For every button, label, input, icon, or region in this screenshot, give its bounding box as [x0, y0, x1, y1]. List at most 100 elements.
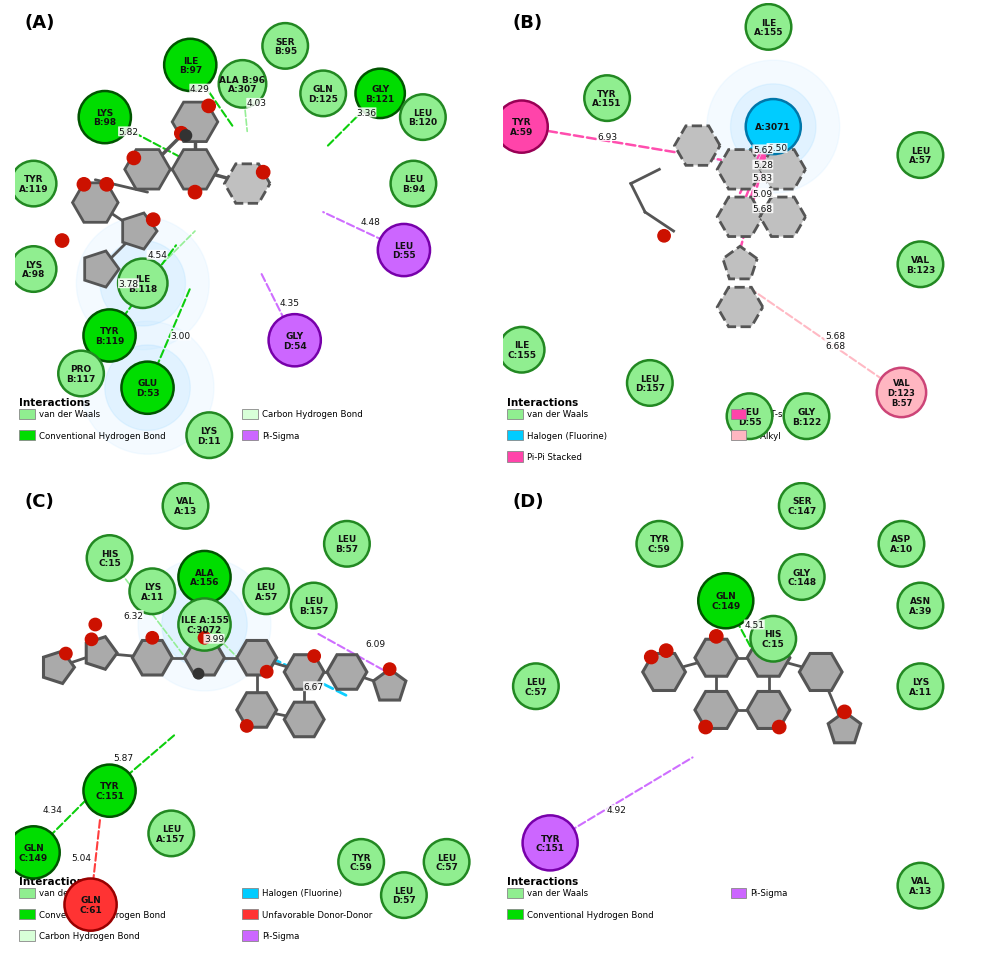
FancyBboxPatch shape — [242, 930, 258, 941]
Circle shape — [727, 394, 773, 439]
Text: 5.68
6.68: 5.68 6.68 — [825, 332, 845, 351]
FancyBboxPatch shape — [20, 409, 35, 420]
Circle shape — [59, 352, 104, 397]
Polygon shape — [237, 693, 277, 727]
Text: 4.54: 4.54 — [147, 251, 167, 260]
Polygon shape — [717, 198, 763, 237]
Text: TYR
A:59: TYR A:59 — [510, 118, 534, 136]
Circle shape — [56, 234, 68, 248]
Circle shape — [301, 71, 346, 117]
Polygon shape — [173, 151, 218, 190]
Text: ILE
B:97: ILE B:97 — [179, 57, 202, 75]
Text: Pi-Pi T-shaped: Pi-Pi T-shaped — [751, 410, 810, 419]
Text: Conventional Hydrogen Bond: Conventional Hydrogen Bond — [40, 431, 166, 440]
Text: LEU
C:57: LEU C:57 — [525, 678, 548, 696]
Text: HIS
C:15: HIS C:15 — [762, 629, 785, 649]
Text: GLN
C:61: GLN C:61 — [79, 896, 102, 914]
Circle shape — [243, 569, 289, 614]
Circle shape — [384, 663, 396, 676]
Circle shape — [11, 161, 57, 208]
Circle shape — [898, 242, 943, 287]
Polygon shape — [643, 653, 685, 691]
Polygon shape — [373, 670, 406, 701]
Text: SER
B:95: SER B:95 — [274, 37, 297, 56]
Text: 6.50: 6.50 — [767, 144, 787, 154]
Polygon shape — [123, 213, 157, 250]
Text: Unfavorable Donor-Donor: Unfavorable Donor-Donor — [263, 910, 373, 919]
Circle shape — [898, 863, 943, 908]
Circle shape — [898, 583, 943, 628]
Text: TYR
B:119: TYR B:119 — [95, 327, 124, 346]
Circle shape — [308, 651, 320, 662]
Circle shape — [378, 225, 430, 277]
Text: GLY
B:122: GLY B:122 — [792, 407, 821, 426]
Polygon shape — [717, 151, 763, 190]
Text: VAL
A:13: VAL A:13 — [174, 497, 197, 516]
Circle shape — [175, 128, 187, 140]
Text: 5.62: 5.62 — [753, 146, 773, 155]
Text: LYS
A:11: LYS A:11 — [909, 678, 932, 696]
Text: ASP
A:10: ASP A:10 — [890, 535, 913, 554]
Text: Pi-Sigma: Pi-Sigma — [263, 431, 300, 440]
Circle shape — [381, 873, 427, 918]
Circle shape — [127, 152, 141, 165]
Text: 5.09: 5.09 — [753, 189, 773, 198]
Circle shape — [499, 328, 545, 373]
Text: TYR
C:59: TYR C:59 — [350, 852, 373, 872]
Text: LYS
D:11: LYS D:11 — [197, 427, 221, 445]
Text: LEU
D:55: LEU D:55 — [738, 407, 761, 426]
Polygon shape — [237, 641, 277, 676]
Circle shape — [584, 76, 630, 122]
Text: 4.92: 4.92 — [607, 805, 627, 814]
Text: LEU
B:57: LEU B:57 — [335, 535, 358, 554]
Text: ILE
A:155: ILE A:155 — [754, 18, 784, 37]
Circle shape — [898, 664, 943, 709]
Circle shape — [291, 583, 336, 628]
Circle shape — [658, 231, 671, 243]
Text: Conventional Hydrogen Bond: Conventional Hydrogen Bond — [40, 910, 166, 919]
Text: VAL
B:123: VAL B:123 — [906, 256, 935, 274]
Circle shape — [100, 241, 186, 327]
Text: VAL
D:123
B:57: VAL D:123 B:57 — [888, 379, 916, 407]
Circle shape — [241, 720, 253, 732]
Text: GLU
D:53: GLU D:53 — [136, 379, 160, 398]
Text: 4.48: 4.48 — [361, 218, 381, 227]
Polygon shape — [125, 151, 171, 190]
Circle shape — [523, 816, 577, 871]
Text: LEU
A:57: LEU A:57 — [255, 582, 278, 601]
Text: Interactions: Interactions — [20, 397, 90, 407]
Text: TYR
C:59: TYR C:59 — [648, 535, 671, 554]
Polygon shape — [747, 640, 790, 677]
Circle shape — [85, 633, 97, 646]
Polygon shape — [695, 640, 738, 677]
Circle shape — [179, 552, 230, 604]
Polygon shape — [224, 164, 270, 204]
Circle shape — [513, 664, 558, 709]
Circle shape — [706, 62, 839, 194]
Circle shape — [11, 247, 57, 292]
Circle shape — [130, 569, 175, 614]
Text: Pi-Alkyl: Pi-Alkyl — [751, 431, 781, 440]
Text: 3.00: 3.00 — [171, 332, 190, 340]
Text: Interactions: Interactions — [507, 875, 578, 886]
Text: LYS
A:98: LYS A:98 — [22, 260, 46, 279]
Circle shape — [898, 134, 943, 179]
Circle shape — [60, 648, 72, 660]
Text: van der Waals: van der Waals — [528, 888, 588, 898]
Text: ALA
A:156: ALA A:156 — [189, 568, 219, 587]
Circle shape — [784, 394, 829, 439]
Circle shape — [198, 632, 210, 644]
Text: GLN
D:125: GLN D:125 — [309, 85, 338, 104]
Circle shape — [879, 522, 925, 567]
Circle shape — [202, 100, 215, 113]
Text: GLY
B:121: GLY B:121 — [365, 85, 395, 104]
Text: Interactions: Interactions — [20, 875, 90, 886]
FancyBboxPatch shape — [507, 431, 523, 441]
Circle shape — [138, 558, 271, 691]
Circle shape — [773, 721, 786, 734]
Polygon shape — [84, 252, 119, 287]
Text: 4.34: 4.34 — [43, 805, 62, 814]
Text: LEU
A:57: LEU A:57 — [909, 147, 932, 165]
Polygon shape — [675, 127, 720, 166]
Circle shape — [64, 878, 117, 931]
